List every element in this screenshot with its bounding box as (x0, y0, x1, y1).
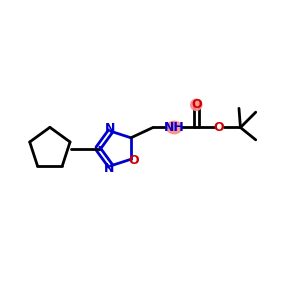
Text: O: O (191, 98, 202, 111)
Ellipse shape (167, 121, 182, 134)
Text: N: N (104, 162, 114, 175)
Ellipse shape (191, 99, 202, 110)
Text: NH: NH (164, 121, 184, 134)
Text: N: N (104, 122, 115, 135)
Text: O: O (213, 121, 224, 134)
Text: O: O (128, 154, 139, 167)
